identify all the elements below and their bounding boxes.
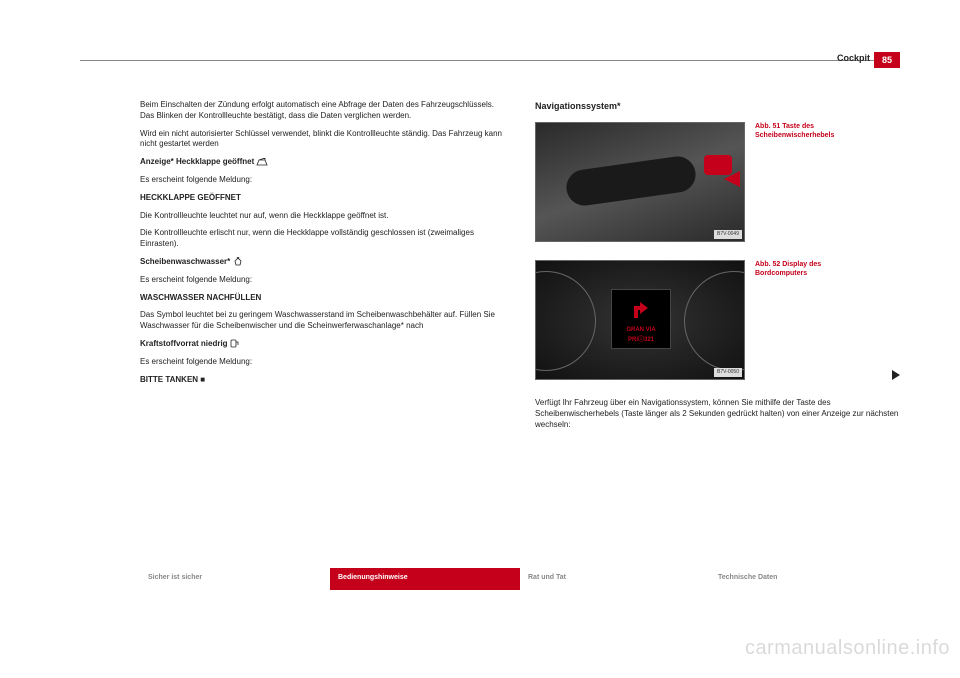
- subheading-text: Kraftstoffvorrat niedrig: [140, 339, 230, 348]
- header-rule: [80, 60, 900, 61]
- gauge-right: [684, 271, 745, 371]
- body-text: Es erscheint folgende Meldung:: [140, 175, 505, 186]
- figure-code: B7V-0049: [714, 230, 742, 239]
- body-text: Verfügt Ihr Fahrzeug über ein Navigation…: [535, 398, 900, 430]
- nav-info-text: PRIⓘ321: [612, 336, 670, 344]
- body-text: Beim Einschalten der Zündung erfolgt aut…: [140, 100, 505, 122]
- content-columns: Beim Einschalten der Zündung erfolgt aut…: [140, 100, 900, 438]
- figure-caption: Abb. 52 Display des Bordcomputers: [755, 260, 865, 278]
- right-column: Navigationssystem* B7V-0049 Abb. 51 Tast…: [535, 100, 900, 438]
- nav-turn-arrow-icon: [626, 296, 650, 320]
- body-text: Die Kontrollleuchte leuchtet nur auf, we…: [140, 211, 505, 222]
- figure-wiper-stalk: B7V-0049: [535, 122, 745, 242]
- subheading: Scheibenwaschwasser*: [140, 257, 505, 268]
- figure-dashboard-display: GRAN VIA PRIⓘ321 B7V-0050: [535, 260, 745, 380]
- body-text: Das Symbol leuchtet bei zu geringem Wasc…: [140, 310, 505, 332]
- body-text: Wird ein nicht autorisierter Schlüssel v…: [140, 129, 505, 151]
- pointer-arrow-icon: [724, 171, 740, 187]
- figure-code: B7V-0050: [714, 368, 742, 377]
- washer-fluid-icon: [233, 257, 243, 266]
- header-section-label: Cockpit: [837, 53, 870, 63]
- wiper-stalk-graphic: [564, 154, 698, 208]
- body-text: Die Kontrollleuchte erlischt nur, wenn d…: [140, 228, 505, 250]
- manual-page: Cockpit 85 Beim Einschalten der Zündung …: [80, 60, 900, 590]
- body-text: Es erscheint folgende Meldung:: [140, 275, 505, 286]
- fuel-low-icon: [230, 339, 239, 348]
- body-text: Es erscheint folgende Meldung:: [140, 357, 505, 368]
- gauge-left: [535, 271, 596, 371]
- subheading: Anzeige* Heckklappe geöffnet: [140, 157, 505, 168]
- message-text: WASCHWASSER NACHFÜLLEN: [140, 293, 505, 304]
- message-text: HECKKLAPPE GEÖFFNET: [140, 193, 505, 204]
- figure-caption: Abb. 51 Taste des Scheibenwischerhebels: [755, 122, 865, 140]
- tab-tips[interactable]: Rat und Tat: [520, 568, 710, 590]
- continuation-marker-icon: [892, 370, 900, 380]
- tab-safety[interactable]: Sicher ist sicher: [140, 568, 330, 590]
- nav-display-panel: GRAN VIA PRIⓘ321: [611, 289, 671, 349]
- nav-street-text: GRAN VIA: [612, 326, 670, 334]
- watermark-text: carmanualsonline.info: [745, 637, 950, 660]
- subheading-text: Scheibenwaschwasser*: [140, 257, 233, 266]
- section-title: Navigationssystem*: [535, 100, 900, 112]
- subheading-text: Anzeige* Heckklappe geöffnet: [140, 157, 256, 166]
- subheading: Kraftstoffvorrat niedrig: [140, 339, 505, 350]
- message-text: BITTE TANKEN ■: [140, 375, 505, 386]
- tab-techdata[interactable]: Technische Daten: [710, 568, 900, 590]
- page-number-badge: 85: [874, 52, 900, 68]
- tailgate-icon: [256, 158, 268, 166]
- figure-row: GRAN VIA PRIⓘ321 B7V-0050 Abb. 52 Displa…: [535, 260, 900, 384]
- tab-operating[interactable]: Bedienungshinweise: [330, 568, 520, 590]
- figure-row: B7V-0049 Abb. 51 Taste des Scheibenwisch…: [535, 122, 900, 246]
- footer-tabs: Sicher ist sicher Bedienungshinweise Rat…: [140, 568, 900, 590]
- left-column: Beim Einschalten der Zündung erfolgt aut…: [140, 100, 505, 438]
